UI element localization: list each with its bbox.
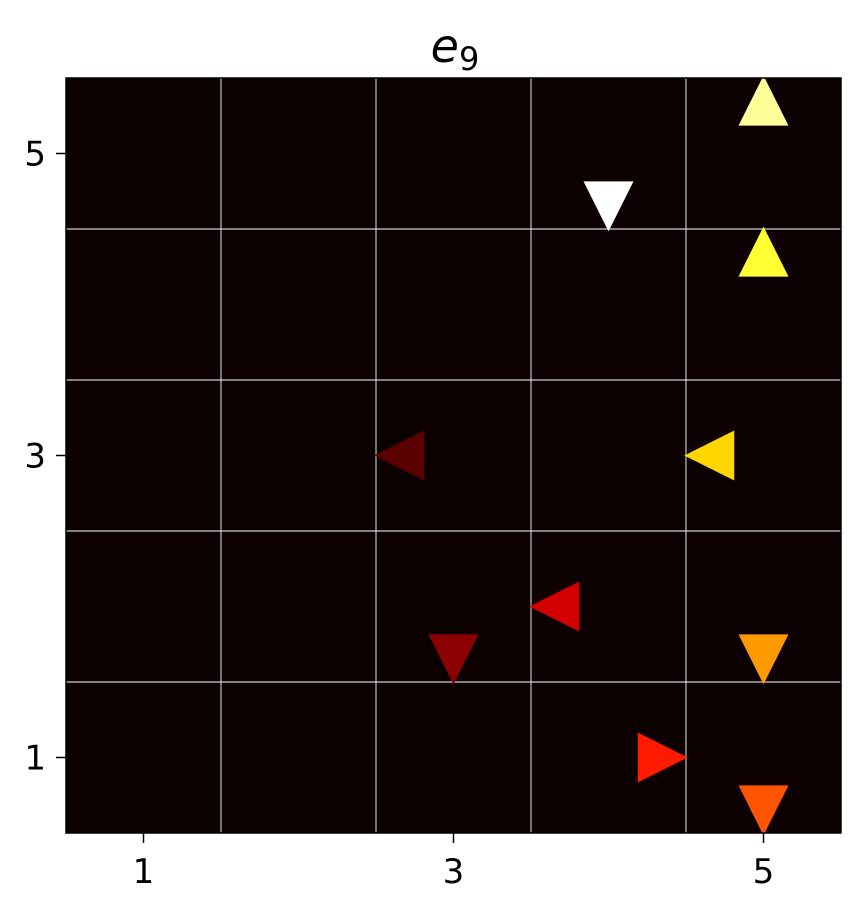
axes: 1 3 5 1 3 5 <box>24 77 842 892</box>
chart-title: e9 <box>431 19 480 78</box>
x-tick-label: 1 <box>133 852 155 892</box>
plot-frame <box>65 77 842 834</box>
marker-triangle-down <box>738 634 789 685</box>
marker-triangle-left <box>374 430 425 481</box>
marker-triangle-up <box>738 75 789 126</box>
marker-triangle-down <box>428 634 479 685</box>
y-tick-label: 3 <box>24 437 46 477</box>
y-tick-label: 1 <box>24 739 46 779</box>
chart-title-subscript: 9 <box>459 40 479 78</box>
marker-triangle-right <box>637 732 688 783</box>
x-tick-label: 5 <box>753 852 775 892</box>
marker-triangle-left <box>529 581 580 632</box>
marker-triangle-up <box>738 226 789 277</box>
marker-triangle-left <box>684 430 735 481</box>
y-tick-label: 5 <box>24 135 46 175</box>
x-tick-label: 3 <box>443 852 465 892</box>
marker-triangle-down <box>738 785 789 836</box>
markers <box>374 75 789 836</box>
marker-triangle-down <box>583 181 634 232</box>
chart-title-main: e <box>431 19 459 73</box>
